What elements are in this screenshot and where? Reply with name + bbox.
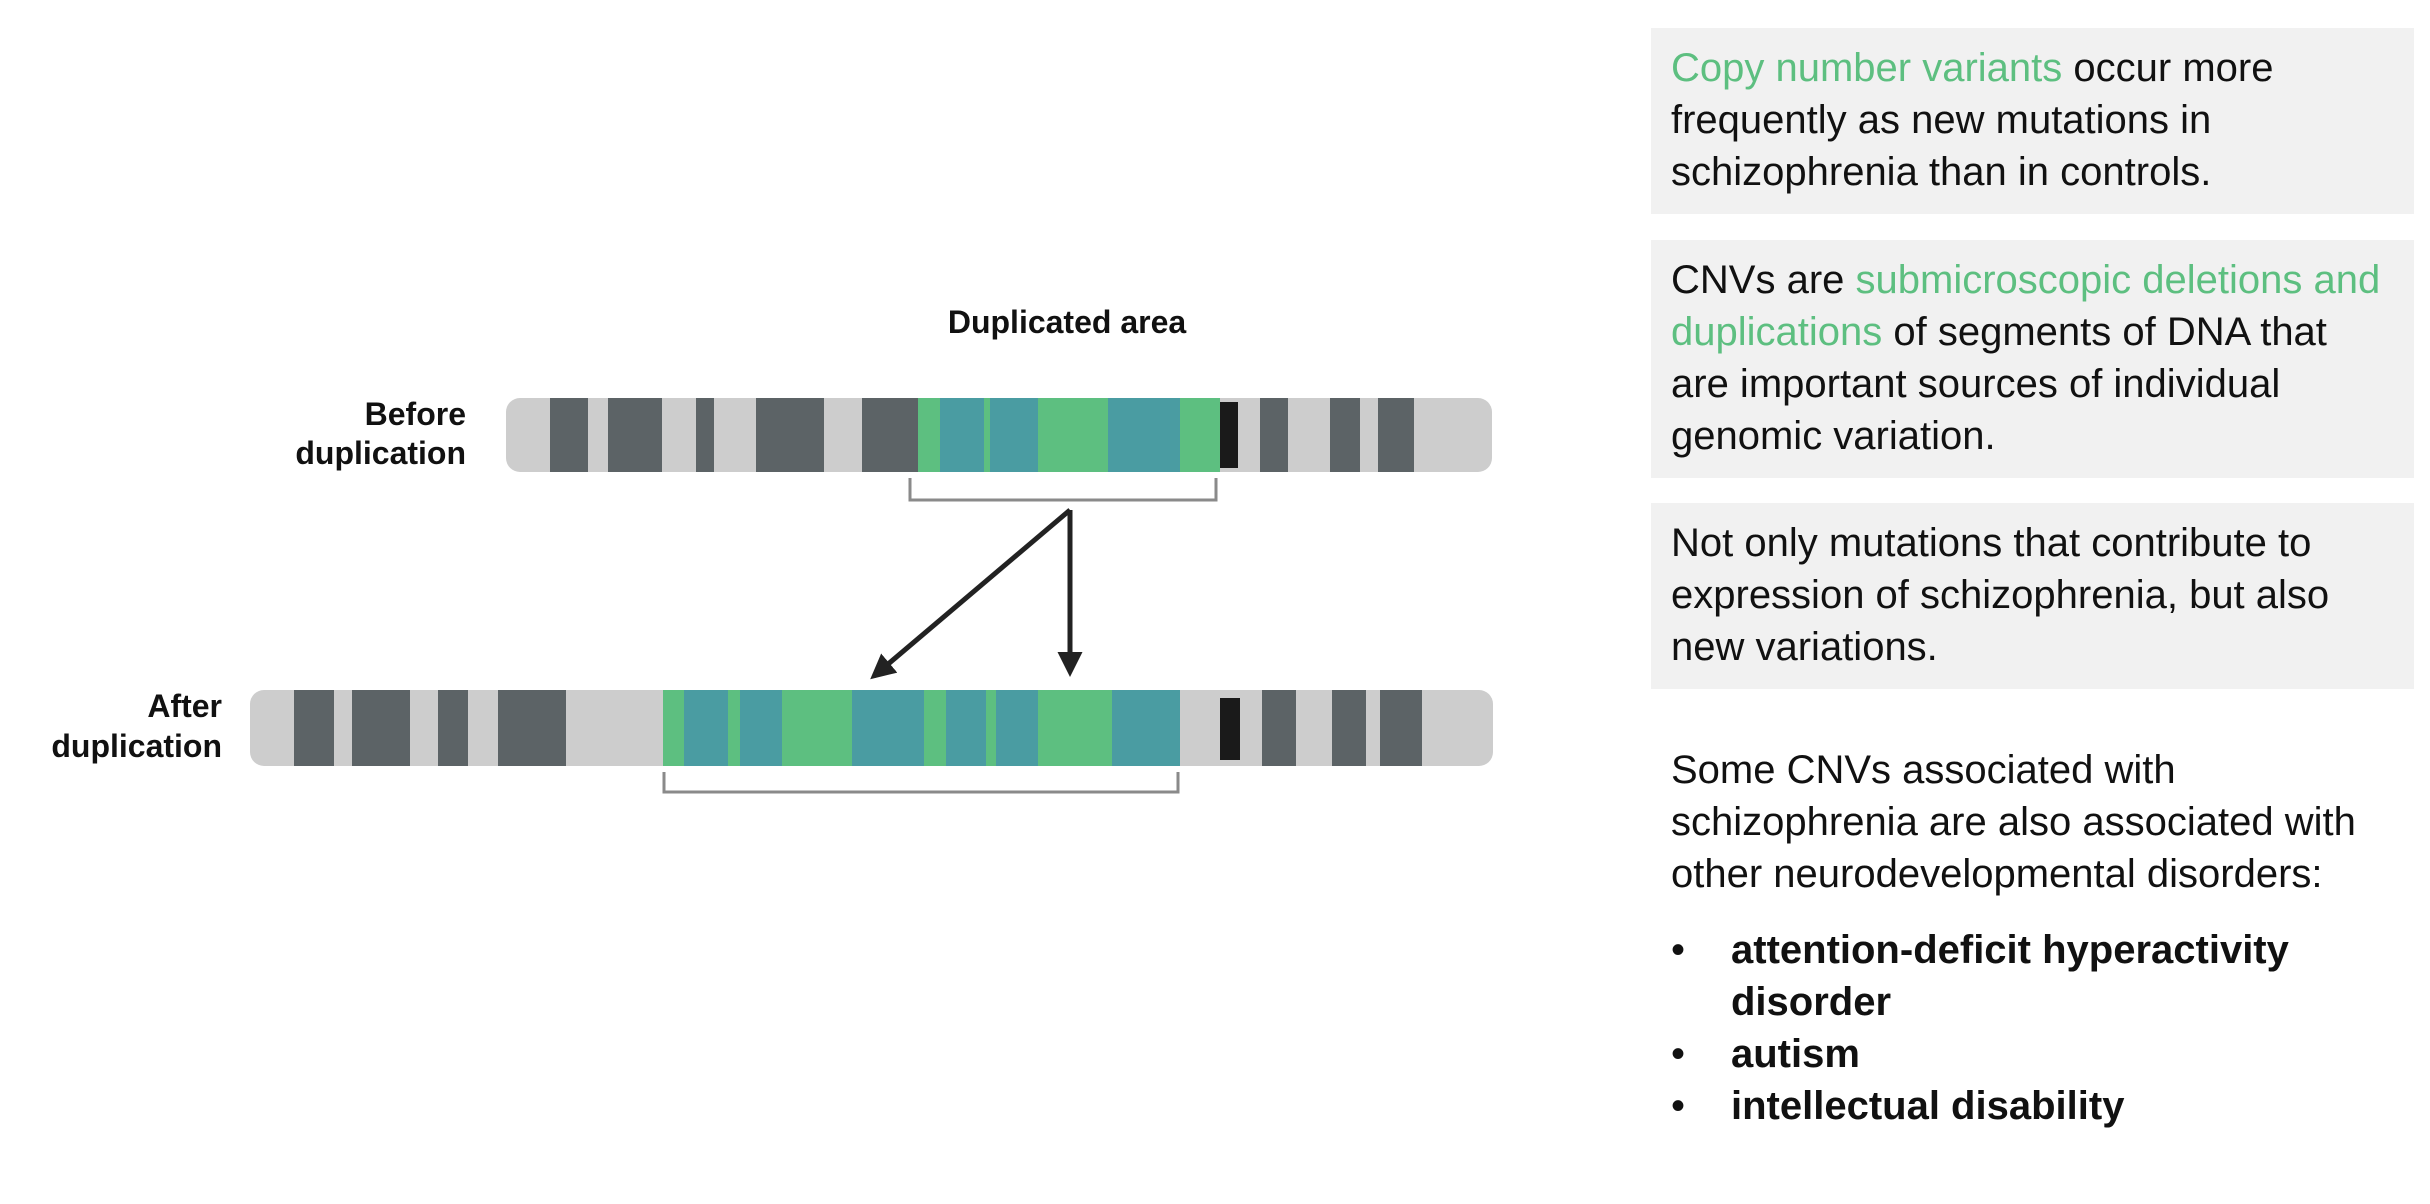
panel-4-text: Some CNVs associated with schizophrenia … [1671, 748, 2356, 896]
arrow-left [870, 508, 1072, 680]
before-duplication-label: Before [365, 396, 466, 432]
panel-1-text: occur more frequently as new mutations i… [1671, 46, 2274, 194]
copy-number-variants-highlight: Copy number variants [1671, 46, 2063, 90]
duplicated-region-bracket [662, 772, 1180, 794]
info-panel-variations: Not only mutations that contribute to ex… [1651, 503, 2414, 689]
disorder-list: attention-deficit hyperactivity disorder… [1671, 924, 2394, 1132]
chromosome-after [250, 690, 1493, 766]
disorder-item-autism: autism [1671, 1028, 2394, 1080]
chromosome-before [506, 398, 1492, 472]
info-panel-disorders: Some CNVs associated with schizophrenia … [1651, 730, 2414, 1148]
info-panel-cnv-frequency: Copy number variants occur more frequent… [1651, 28, 2414, 214]
panel-2-text: of segments of DNA that are important so… [1671, 310, 2327, 458]
deletions-duplications-highlight: submicroscopic deletions and duplication… [1671, 258, 2381, 354]
panel-2-prefix: CNVs are [1671, 258, 1856, 302]
panel-3-text: Not only mutations that contribute to ex… [1671, 521, 2330, 669]
after-duplication-label-line2: duplication [51, 728, 222, 764]
after-duplication-label: After [147, 688, 222, 724]
disorder-item-intellectual-disability: intellectual disability [1671, 1080, 2394, 1132]
duplicated-area-bracket [908, 478, 1218, 502]
before-duplication-label-line2: duplication [295, 435, 466, 471]
duplicated-area-label: Duplicated area [948, 304, 1187, 340]
info-panel-cnv-definition: CNVs are submicroscopic deletions and du… [1651, 240, 2414, 478]
cnv-duplication-diagram: Duplicated area Before duplication [51, 304, 1493, 794]
disorder-item-adhd: attention-deficit hyperactivity disorder [1671, 924, 2394, 1028]
